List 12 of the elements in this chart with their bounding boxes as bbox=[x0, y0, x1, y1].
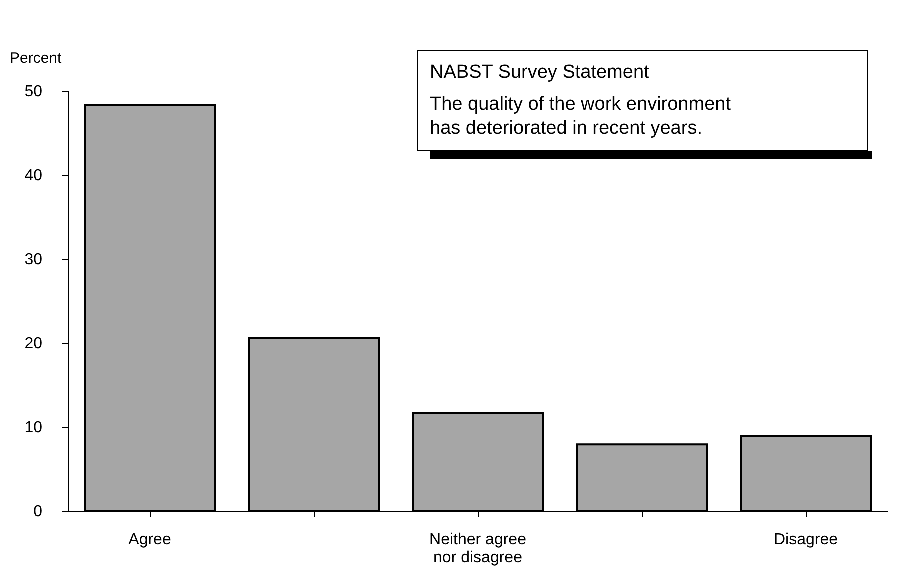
text: The quality of the work environment has deteriorated in recent years. bbox=[430, 94, 732, 139]
y-tick-label: 40 bbox=[24, 168, 43, 184]
x-tick-label: Neither agree nor disagree bbox=[430, 532, 527, 566]
y-axis-title: Percent bbox=[10, 50, 63, 67]
chart-title: NABST Survey Statement bbox=[430, 62, 650, 83]
y-tick-label: 0 bbox=[34, 504, 43, 520]
y-tick-label: 50 bbox=[24, 84, 43, 100]
y-tick-label: 20 bbox=[24, 336, 43, 352]
y-tick-label: 30 bbox=[24, 252, 43, 268]
x-tick-label: Agree bbox=[128, 532, 172, 548]
x-tick-label: Disagree bbox=[774, 532, 838, 548]
y-tick-label: 10 bbox=[24, 420, 43, 436]
